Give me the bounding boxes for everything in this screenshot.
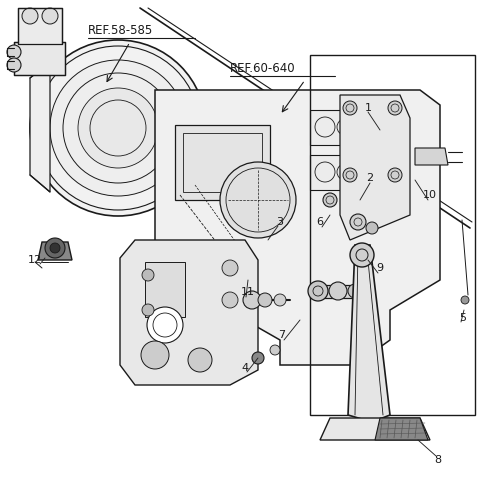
Circle shape — [240, 350, 250, 360]
Circle shape — [343, 101, 357, 115]
Circle shape — [243, 291, 261, 309]
Polygon shape — [155, 90, 440, 365]
Circle shape — [270, 345, 280, 355]
Text: 11: 11 — [241, 287, 255, 297]
Polygon shape — [14, 42, 65, 75]
Circle shape — [22, 8, 38, 24]
Circle shape — [220, 162, 296, 238]
Text: REF.58-585: REF.58-585 — [88, 24, 153, 37]
Circle shape — [147, 307, 183, 343]
Text: 6: 6 — [316, 217, 324, 227]
Circle shape — [7, 58, 21, 72]
Circle shape — [175, 140, 195, 160]
Bar — [175, 125, 270, 200]
Circle shape — [50, 60, 186, 196]
Circle shape — [348, 284, 362, 298]
Polygon shape — [120, 240, 258, 385]
Polygon shape — [258, 144, 272, 156]
Circle shape — [30, 40, 206, 216]
Bar — [145, 262, 185, 317]
Circle shape — [188, 348, 212, 372]
Circle shape — [45, 238, 65, 258]
Circle shape — [388, 101, 402, 115]
Circle shape — [170, 305, 180, 315]
Circle shape — [308, 281, 328, 301]
Circle shape — [141, 341, 169, 369]
Polygon shape — [375, 418, 428, 440]
Bar — [310, 110, 355, 145]
Text: 12: 12 — [28, 255, 42, 265]
Circle shape — [350, 243, 374, 267]
Circle shape — [258, 293, 272, 307]
Polygon shape — [18, 8, 62, 44]
Bar — [310, 155, 355, 190]
Circle shape — [366, 222, 378, 234]
Text: 3: 3 — [276, 217, 284, 227]
Circle shape — [142, 304, 154, 316]
Circle shape — [274, 294, 286, 306]
Circle shape — [7, 45, 21, 59]
Bar — [183, 133, 262, 192]
Circle shape — [142, 269, 154, 281]
Polygon shape — [348, 245, 390, 422]
Circle shape — [350, 214, 366, 230]
Text: 1: 1 — [364, 103, 372, 113]
Circle shape — [50, 243, 60, 253]
Polygon shape — [30, 62, 50, 192]
Circle shape — [343, 168, 357, 182]
Polygon shape — [172, 142, 235, 162]
Polygon shape — [310, 285, 360, 298]
Circle shape — [388, 168, 402, 182]
Circle shape — [172, 284, 184, 296]
Text: REF.60-640: REF.60-640 — [230, 61, 296, 74]
Polygon shape — [320, 418, 430, 440]
Text: 7: 7 — [278, 330, 286, 340]
Circle shape — [172, 264, 184, 276]
Bar — [310, 55, 475, 415]
Circle shape — [222, 260, 238, 276]
Circle shape — [42, 8, 58, 24]
Text: 9: 9 — [376, 263, 384, 273]
Text: 4: 4 — [241, 363, 249, 373]
Circle shape — [461, 296, 469, 304]
Text: 2: 2 — [366, 173, 373, 183]
Circle shape — [222, 292, 238, 308]
Circle shape — [323, 193, 337, 207]
Circle shape — [252, 352, 264, 364]
Circle shape — [329, 282, 347, 300]
Circle shape — [78, 88, 158, 168]
Circle shape — [195, 340, 205, 350]
Polygon shape — [415, 148, 448, 165]
Text: 10: 10 — [423, 190, 437, 200]
Text: 5: 5 — [459, 313, 467, 323]
Text: 8: 8 — [434, 455, 442, 465]
Polygon shape — [38, 242, 72, 260]
Circle shape — [180, 325, 190, 335]
Polygon shape — [340, 95, 410, 240]
